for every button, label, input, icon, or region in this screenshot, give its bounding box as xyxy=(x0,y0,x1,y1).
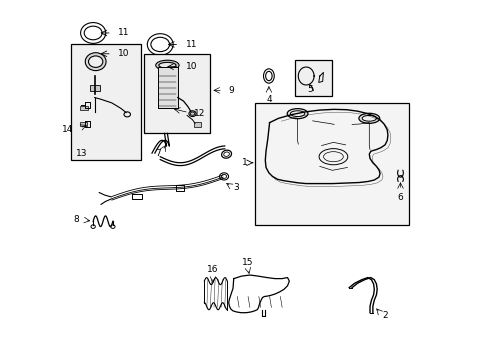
Ellipse shape xyxy=(155,60,179,70)
Text: 8: 8 xyxy=(74,215,80,224)
Ellipse shape xyxy=(159,62,176,68)
Text: 3: 3 xyxy=(233,183,239,192)
Text: 16: 16 xyxy=(207,265,218,274)
Bar xyxy=(89,85,100,91)
Text: 15: 15 xyxy=(242,258,253,267)
Bar xyxy=(80,122,87,126)
Bar xyxy=(294,60,332,96)
Text: 1: 1 xyxy=(241,158,247,167)
Text: 10: 10 xyxy=(118,49,129,58)
Text: 5: 5 xyxy=(306,85,312,94)
Ellipse shape xyxy=(290,111,304,117)
Text: 10: 10 xyxy=(185,62,197,71)
Ellipse shape xyxy=(88,56,102,67)
Ellipse shape xyxy=(286,109,307,119)
Ellipse shape xyxy=(85,53,106,71)
Bar xyxy=(194,122,201,127)
Text: 13: 13 xyxy=(76,149,87,158)
Bar xyxy=(255,103,408,225)
Text: 9: 9 xyxy=(228,86,234,95)
Text: 4: 4 xyxy=(265,95,271,104)
Ellipse shape xyxy=(358,113,379,123)
Ellipse shape xyxy=(188,111,196,117)
Text: 12: 12 xyxy=(193,109,204,118)
Bar xyxy=(70,44,140,160)
Bar xyxy=(80,106,88,110)
Ellipse shape xyxy=(362,116,376,121)
Bar xyxy=(144,54,210,134)
Text: 2: 2 xyxy=(382,311,387,320)
Text: 11: 11 xyxy=(185,40,197,49)
Text: 7: 7 xyxy=(155,149,161,158)
Bar xyxy=(158,67,178,108)
Text: 11: 11 xyxy=(118,28,129,37)
Text: 14: 14 xyxy=(61,125,73,134)
Text: 6: 6 xyxy=(397,193,403,202)
